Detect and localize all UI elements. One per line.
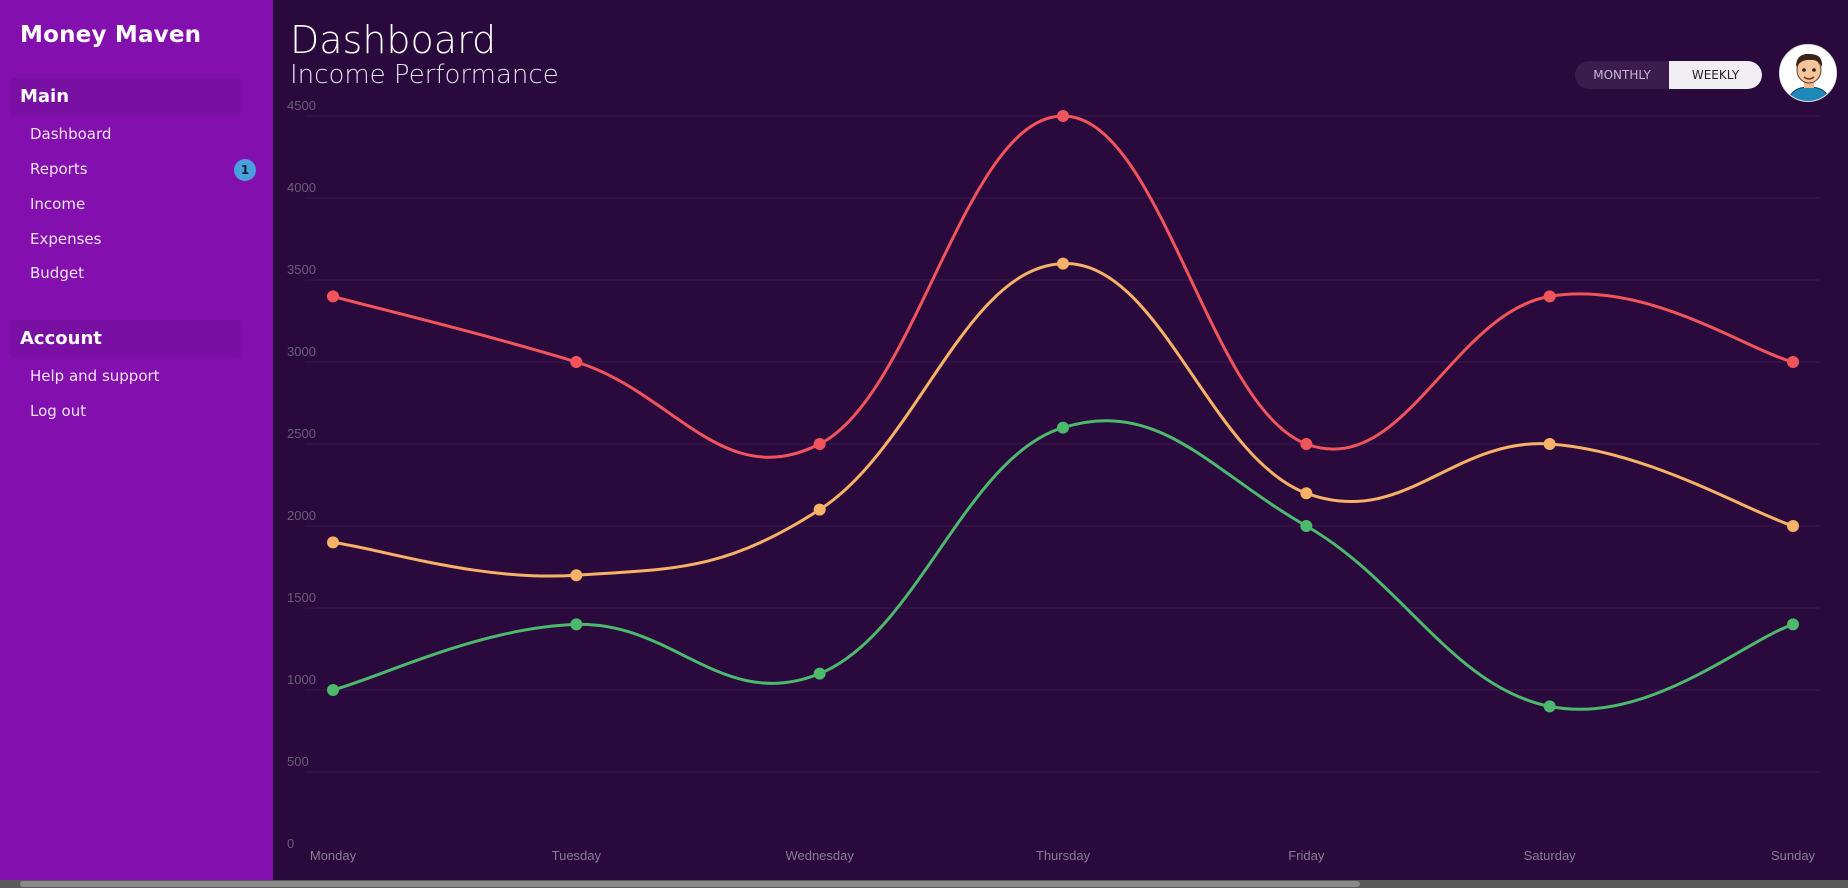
section-header-main: Main (10, 78, 241, 116)
data-point (1543, 290, 1556, 303)
user-avatar[interactable] (1779, 44, 1837, 102)
data-point (1787, 520, 1799, 532)
data-point (813, 667, 826, 680)
data-point (570, 569, 583, 582)
y-tick-label: 1000 (287, 672, 316, 687)
section-header-account: Account (10, 320, 241, 358)
y-tick-label: 2500 (287, 426, 316, 441)
sidebar-item-help[interactable]: Help and support (30, 367, 160, 385)
sidebar-item-reports[interactable]: Reports (30, 160, 88, 178)
reports-count-badge: 1 (234, 159, 256, 181)
series-line (332, 419, 1794, 711)
data-point (327, 536, 339, 549)
page-title: Dashboard (290, 18, 497, 62)
data-point (1057, 421, 1069, 434)
data-point (813, 438, 826, 450)
sidebar-item-budget[interactable]: Budget (30, 264, 84, 282)
app-brand[interactable]: Money Maven (20, 22, 202, 48)
y-tick-label: 3500 (287, 262, 316, 277)
data-point (1787, 618, 1799, 631)
sidebar: Money Maven Main Dashboard Reports 1 Inc… (0, 0, 273, 880)
section-title-main: Main (20, 86, 70, 107)
period-toggle: MONTHLY WEEKLY (1575, 61, 1762, 89)
avatar-icon (1780, 45, 1836, 101)
data-point (1057, 110, 1069, 122)
x-tick-label: Monday (310, 848, 357, 863)
y-tick-label: 3000 (287, 344, 316, 359)
weekly-toggle-button[interactable]: WEEKLY (1669, 61, 1762, 89)
x-tick-label: Friday (1288, 848, 1325, 863)
y-tick-label: 4500 (287, 100, 316, 113)
page-subtitle: Income Performance (290, 60, 559, 90)
x-tick-label: Sunday (1771, 848, 1816, 863)
x-tick-label: Wednesday (785, 848, 854, 863)
line-chart-svg: 0 500 1000 1500 2000 2500 3000 3500 4000 4500 Mond… (287, 100, 1820, 863)
data-point (1543, 438, 1556, 450)
data-point (1300, 438, 1313, 450)
monthly-toggle-button[interactable]: MONTHLY (1593, 68, 1651, 82)
data-point (327, 290, 339, 303)
data-point (1787, 356, 1799, 368)
x-tick-label: Thursday (1036, 848, 1091, 863)
data-point (570, 356, 583, 368)
y-tick-label: 2000 (287, 508, 316, 523)
y-tick-label: 0 (287, 836, 294, 851)
data-point (1300, 520, 1313, 532)
data-point (1543, 700, 1556, 713)
data-point (813, 503, 826, 516)
scrollbar-thumb[interactable] (20, 881, 1360, 887)
data-point (1300, 487, 1313, 500)
y-tick-label: 500 (287, 754, 309, 769)
series-line (332, 262, 1794, 578)
sidebar-item-income[interactable]: Income (30, 195, 86, 213)
data-point (327, 684, 339, 696)
y-tick-label: 4000 (287, 180, 316, 195)
x-tick-label: Tuesday (552, 848, 602, 863)
sidebar-item-expenses[interactable]: Expenses (30, 230, 102, 248)
x-tick-label: Saturday (1524, 848, 1577, 863)
series-line (332, 114, 1794, 459)
horizontal-scrollbar[interactable] (0, 880, 1848, 888)
income-performance-chart: 0 500 1000 1500 2000 2500 3000 3500 4000 4500 Mond… (285, 100, 1825, 870)
y-tick-label: 1500 (287, 590, 316, 605)
section-title-account: Account (20, 328, 102, 349)
sidebar-item-dashboard[interactable]: Dashboard (30, 125, 112, 143)
data-point (570, 618, 583, 631)
sidebar-item-logout[interactable]: Log out (30, 402, 87, 420)
data-point (1057, 257, 1069, 270)
